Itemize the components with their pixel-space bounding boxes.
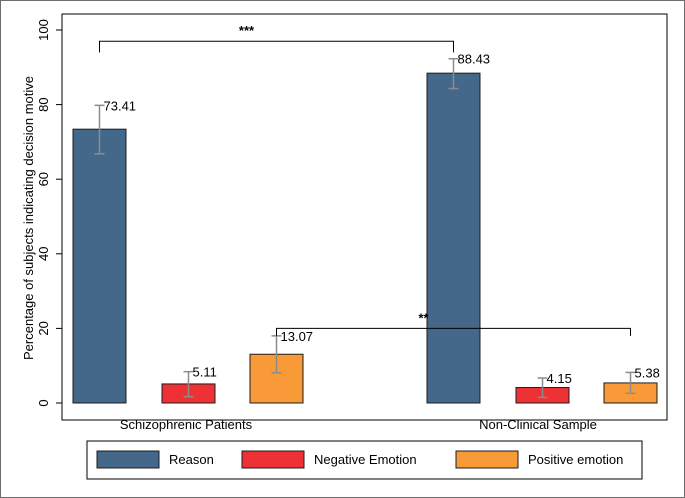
data-label: 88.43 bbox=[458, 52, 491, 67]
significance-bracket bbox=[276, 327, 631, 336]
category-label: Non-Clinical Sample bbox=[479, 417, 597, 432]
significance-marker: *** bbox=[239, 23, 255, 38]
legend-swatch bbox=[96, 450, 160, 469]
significance-bracket bbox=[99, 40, 454, 53]
legend-label: Negative Emotion bbox=[314, 452, 417, 467]
bar bbox=[249, 353, 304, 404]
y-tick-label: 0 bbox=[36, 399, 51, 406]
y-tick-label: 60 bbox=[36, 172, 51, 186]
y-tick-label: 100 bbox=[36, 19, 51, 41]
category-label: Schizophrenic Patients bbox=[120, 417, 253, 432]
data-label: 5.38 bbox=[635, 365, 660, 380]
data-label: 73.41 bbox=[104, 98, 137, 113]
y-tick-label: 80 bbox=[36, 97, 51, 111]
significance-marker: ** bbox=[418, 310, 429, 325]
legend-swatch bbox=[241, 450, 305, 469]
bar bbox=[426, 72, 481, 404]
legend-box bbox=[86, 440, 643, 480]
y-axis-label: Percentage of subjects indicating decisi… bbox=[21, 76, 36, 360]
y-tick-label: 20 bbox=[36, 321, 51, 335]
data-label: 5.11 bbox=[193, 365, 217, 380]
data-label: 13.07 bbox=[281, 329, 314, 344]
y-tick-label: 40 bbox=[36, 247, 51, 261]
data-label: 4.15 bbox=[547, 371, 572, 386]
legend-label: Positive emotion bbox=[528, 452, 623, 467]
plot-region bbox=[61, 13, 668, 421]
bar bbox=[72, 128, 127, 404]
legend-swatch bbox=[455, 450, 519, 469]
legend-label: Reason bbox=[169, 452, 214, 467]
